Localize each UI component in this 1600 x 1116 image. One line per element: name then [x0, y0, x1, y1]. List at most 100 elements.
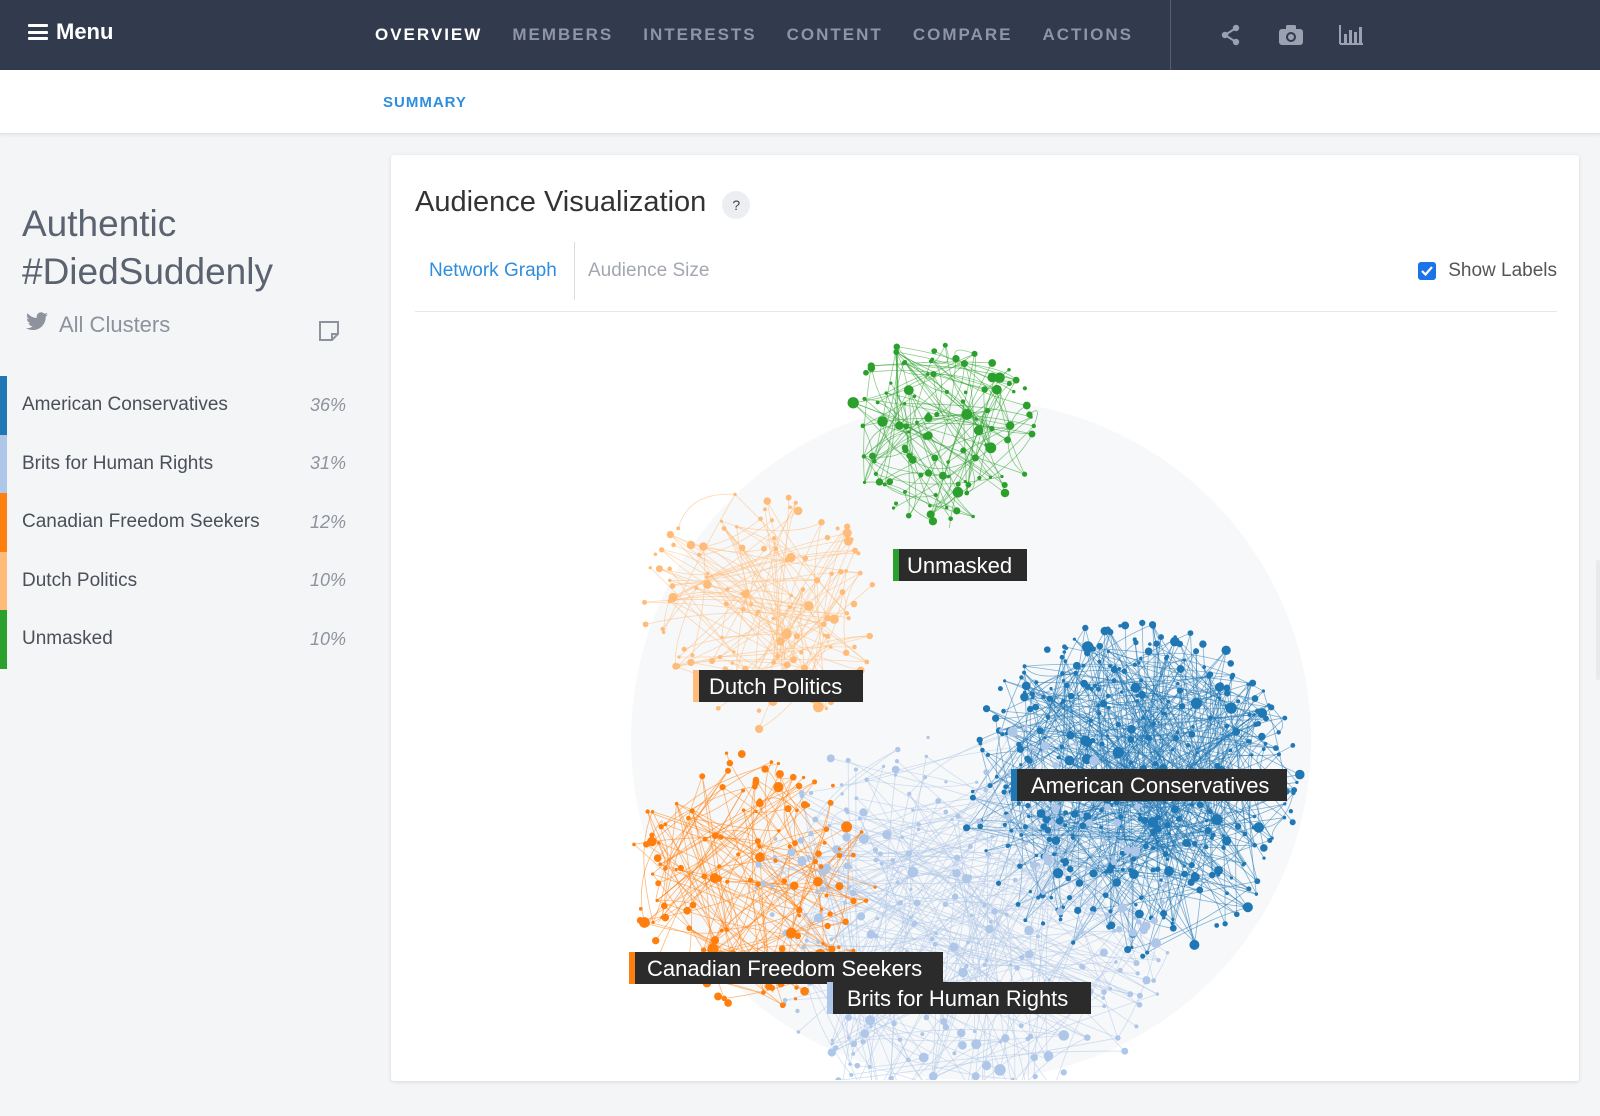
graph-node: [980, 747, 985, 753]
graph-edge: [723, 528, 794, 660]
cluster-item-unmasked[interactable]: Unmasked 10%: [0, 610, 370, 669]
nav-compare[interactable]: COMPARE: [912, 25, 1013, 44]
graph-node: [981, 386, 988, 393]
graph-edge: [1142, 624, 1155, 769]
graph-edge: [841, 766, 884, 786]
camera-icon[interactable]: [1278, 22, 1304, 48]
graph-edge: [849, 793, 910, 1065]
graph-node: [929, 936, 935, 942]
graph-node: [918, 1052, 929, 1063]
graph-node: [1052, 761, 1059, 769]
graph-node: [1272, 745, 1279, 751]
nav-members[interactable]: MEMBERS: [512, 25, 614, 44]
graph-edge: [652, 873, 725, 999]
graph-node: [990, 834, 995, 839]
graph-node: [1101, 989, 1107, 995]
graph-node: [1162, 911, 1167, 915]
graph-label-unmasked: Unmasked: [893, 549, 1027, 581]
graph-edge: [877, 402, 936, 458]
graph-node: [882, 829, 892, 840]
graph-edge: [1029, 930, 1115, 955]
cluster-item-dutch-politics[interactable]: Dutch Politics 10%: [0, 551, 370, 610]
cluster-item-american-conservatives[interactable]: American Conservatives 36%: [0, 376, 370, 435]
graph-edge: [657, 917, 663, 923]
tab-audience-size[interactable]: Audience Size: [588, 260, 710, 281]
graph-edge: [824, 889, 1108, 916]
network-graph[interactable]: Unmasked Dutch Politics American Conserv…: [391, 320, 1579, 1116]
graph-node: [1111, 678, 1117, 684]
graph-node: [769, 912, 775, 918]
graph-edge: [645, 612, 835, 625]
graph-edge: [659, 790, 744, 956]
graph-node: [930, 371, 937, 378]
graph-edge: [851, 1050, 1125, 1076]
graph-node: [1079, 813, 1084, 818]
nav-actions[interactable]: ACTIONS: [1042, 25, 1133, 44]
graph-edge: [1083, 665, 1232, 709]
graph-node: [824, 614, 831, 622]
graph-node: [739, 544, 746, 552]
graph-node: [725, 587, 730, 592]
graph-node: [779, 1002, 786, 1009]
graph-node: [850, 852, 856, 858]
graph-edge: [988, 853, 1168, 954]
nav-interests[interactable]: INTERESTS: [643, 25, 757, 44]
all-clusters-selector[interactable]: All Clusters: [25, 312, 170, 338]
cluster-item-canadian-freedom-seekers[interactable]: Canadian Freedom Seekers 12%: [0, 493, 370, 552]
graph-node: [924, 413, 933, 423]
graph-node: [822, 840, 827, 845]
graph-node: [988, 359, 997, 367]
graph-node: [963, 479, 967, 484]
graph-node: [1134, 902, 1138, 907]
graph-edge: [1020, 682, 1037, 827]
show-labels-checkbox[interactable]: [1418, 262, 1437, 280]
graph-node: [891, 765, 900, 774]
graph-edge: [904, 410, 988, 493]
graph-node: [1136, 1001, 1143, 1008]
graph-node: [1246, 886, 1252, 892]
cluster-item-brits-for-human-rights[interactable]: Brits for Human Rights 31%: [0, 434, 370, 493]
graph-node: [706, 571, 710, 575]
tab-summary[interactable]: SUMMARY: [383, 94, 467, 111]
graph-edge: [1172, 731, 1237, 920]
tab-network-graph[interactable]: Network Graph: [429, 260, 557, 281]
menu-button[interactable]: Menu: [28, 19, 113, 45]
graph-node: [934, 411, 940, 418]
graph-edge: [743, 810, 770, 958]
graph-node: [1060, 701, 1064, 705]
graph-node: [1185, 743, 1191, 748]
graph-node: [938, 471, 947, 480]
graph-node: [944, 389, 949, 395]
graph-node: [866, 632, 873, 640]
scrollbar[interactable]: [1596, 560, 1600, 680]
graph-edge: [830, 757, 1025, 814]
graph-node: [1171, 917, 1175, 922]
graph-edge: [670, 534, 802, 653]
note-icon[interactable]: [318, 320, 340, 342]
graph-edge: [1153, 952, 1168, 981]
bar-chart-icon[interactable]: [1338, 22, 1364, 48]
graph-node: [944, 780, 948, 784]
graph-node: [1117, 967, 1123, 973]
graph-node: [1072, 637, 1077, 641]
help-icon[interactable]: ?: [722, 191, 751, 219]
graph-node: [1176, 687, 1184, 694]
graph-edge: [1063, 685, 1096, 702]
graph-edge: [881, 815, 1005, 865]
graph-node: [1187, 630, 1194, 636]
nav-content[interactable]: CONTENT: [786, 25, 883, 44]
graph-node: [775, 770, 784, 779]
show-labels-toggle[interactable]: Show Labels: [1418, 260, 1557, 282]
graph-node: [1046, 695, 1053, 702]
graph-edge: [856, 797, 1137, 1027]
graph-edge: [1216, 726, 1230, 767]
graph-node: [1139, 926, 1148, 935]
graph-node: [793, 633, 800, 640]
graph-node: [1019, 763, 1023, 767]
graph-node: [1025, 950, 1034, 959]
graph-node: [873, 471, 878, 476]
nav-overview[interactable]: OVERVIEW: [375, 25, 483, 44]
graph-node: [642, 621, 649, 628]
graph-edge: [953, 947, 1015, 1100]
share-icon[interactable]: [1218, 22, 1244, 48]
